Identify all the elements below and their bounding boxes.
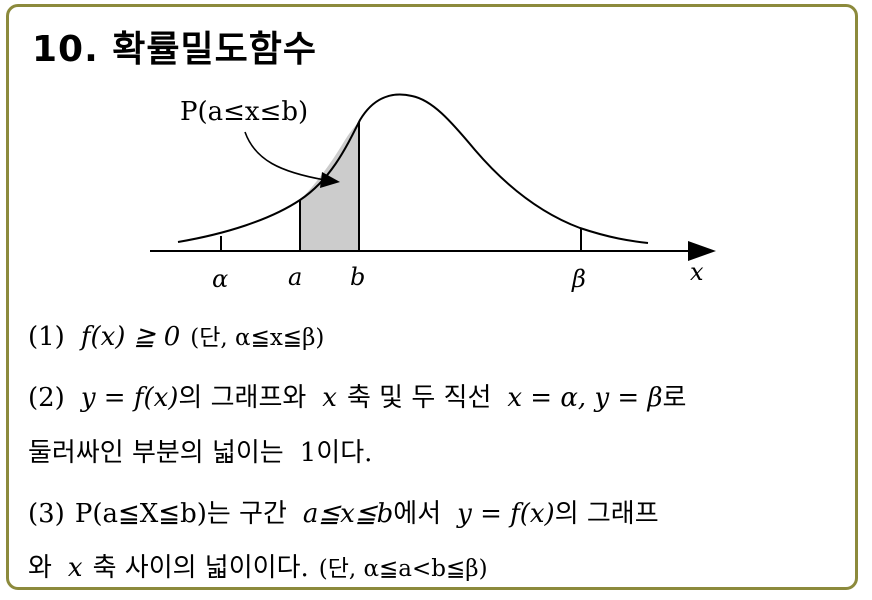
statement-3-cont-condition: (단, α≦a<b≦β)	[318, 556, 488, 582]
statement-2-cont-text1: 둘러싸인 부분의 넓이는	[28, 438, 284, 468]
statement-1-condition: (단, α≦x≦β)	[190, 325, 325, 351]
statement-2-text1: 의 그래프와	[178, 383, 307, 413]
a-label: a	[288, 263, 302, 291]
statement-1-expr: f(x) ≧ 0	[80, 322, 181, 352]
probability-label: P(a≤x≤b)	[180, 97, 308, 127]
statement-3-number: (3)	[28, 499, 65, 529]
statement-2-number: (2)	[28, 383, 65, 413]
statement-2-var: x	[322, 383, 337, 413]
statement-1-number: (1)	[28, 322, 65, 352]
density-curve	[177, 93, 649, 244]
beta-label: β	[571, 265, 586, 293]
pointer-arrow	[244, 131, 326, 181]
shaded-probability-area	[300, 122, 359, 251]
statement-2-text2: 축 및 두 직선	[346, 383, 492, 413]
statement-2-expr1: y = f(x)	[80, 383, 179, 413]
statement-3-text3: 의 그래프	[554, 499, 659, 529]
statement-2-cont: 둘러싸인 부분의 넓이는 1이다.	[28, 432, 372, 469]
statement-2-expr2: x = α, y = β	[507, 383, 663, 413]
statement-2: (2) y = f(x)의 그래프와 x 축 및 두 직선 x = α, y = β로	[28, 377, 686, 414]
probability-density-diagram: P(a≤x≤b) α a b β x	[150, 93, 716, 293]
statement-3-text2: 에서	[393, 499, 442, 529]
pointer-arrowhead	[320, 172, 340, 188]
page-title: 10. 확률밀도함수	[32, 29, 318, 70]
statement-2-one: 1	[299, 438, 317, 468]
statement-3-cont-var: x	[67, 553, 83, 583]
statement-3: (3) P(a≦X≦b)는 구간 a≦x≦b에서 y = f(x)의 그래프	[28, 493, 659, 530]
alpha-label: α	[212, 265, 228, 293]
statement-1: (1) f(x) ≧ 0 (단, α≦x≦β)	[28, 318, 324, 352]
statement-2-cont-text2: 이다.	[316, 438, 373, 468]
statement-3-expr: y = f(x)	[457, 499, 555, 529]
statement-3-cont-text1: 와	[28, 553, 52, 583]
statement-3-range: a≦x≦b	[302, 499, 394, 529]
statement-3-cont-text2: 축 사이의 넓이이다.	[92, 553, 309, 583]
statement-2-text3: 로	[662, 383, 687, 413]
statement-3-prob: P(a≦X≦b)	[74, 499, 207, 529]
x-axis-label: x	[690, 258, 704, 286]
b-label: b	[350, 263, 365, 291]
content-card	[6, 4, 858, 590]
statement-3-text1: 는 구간	[206, 499, 287, 529]
